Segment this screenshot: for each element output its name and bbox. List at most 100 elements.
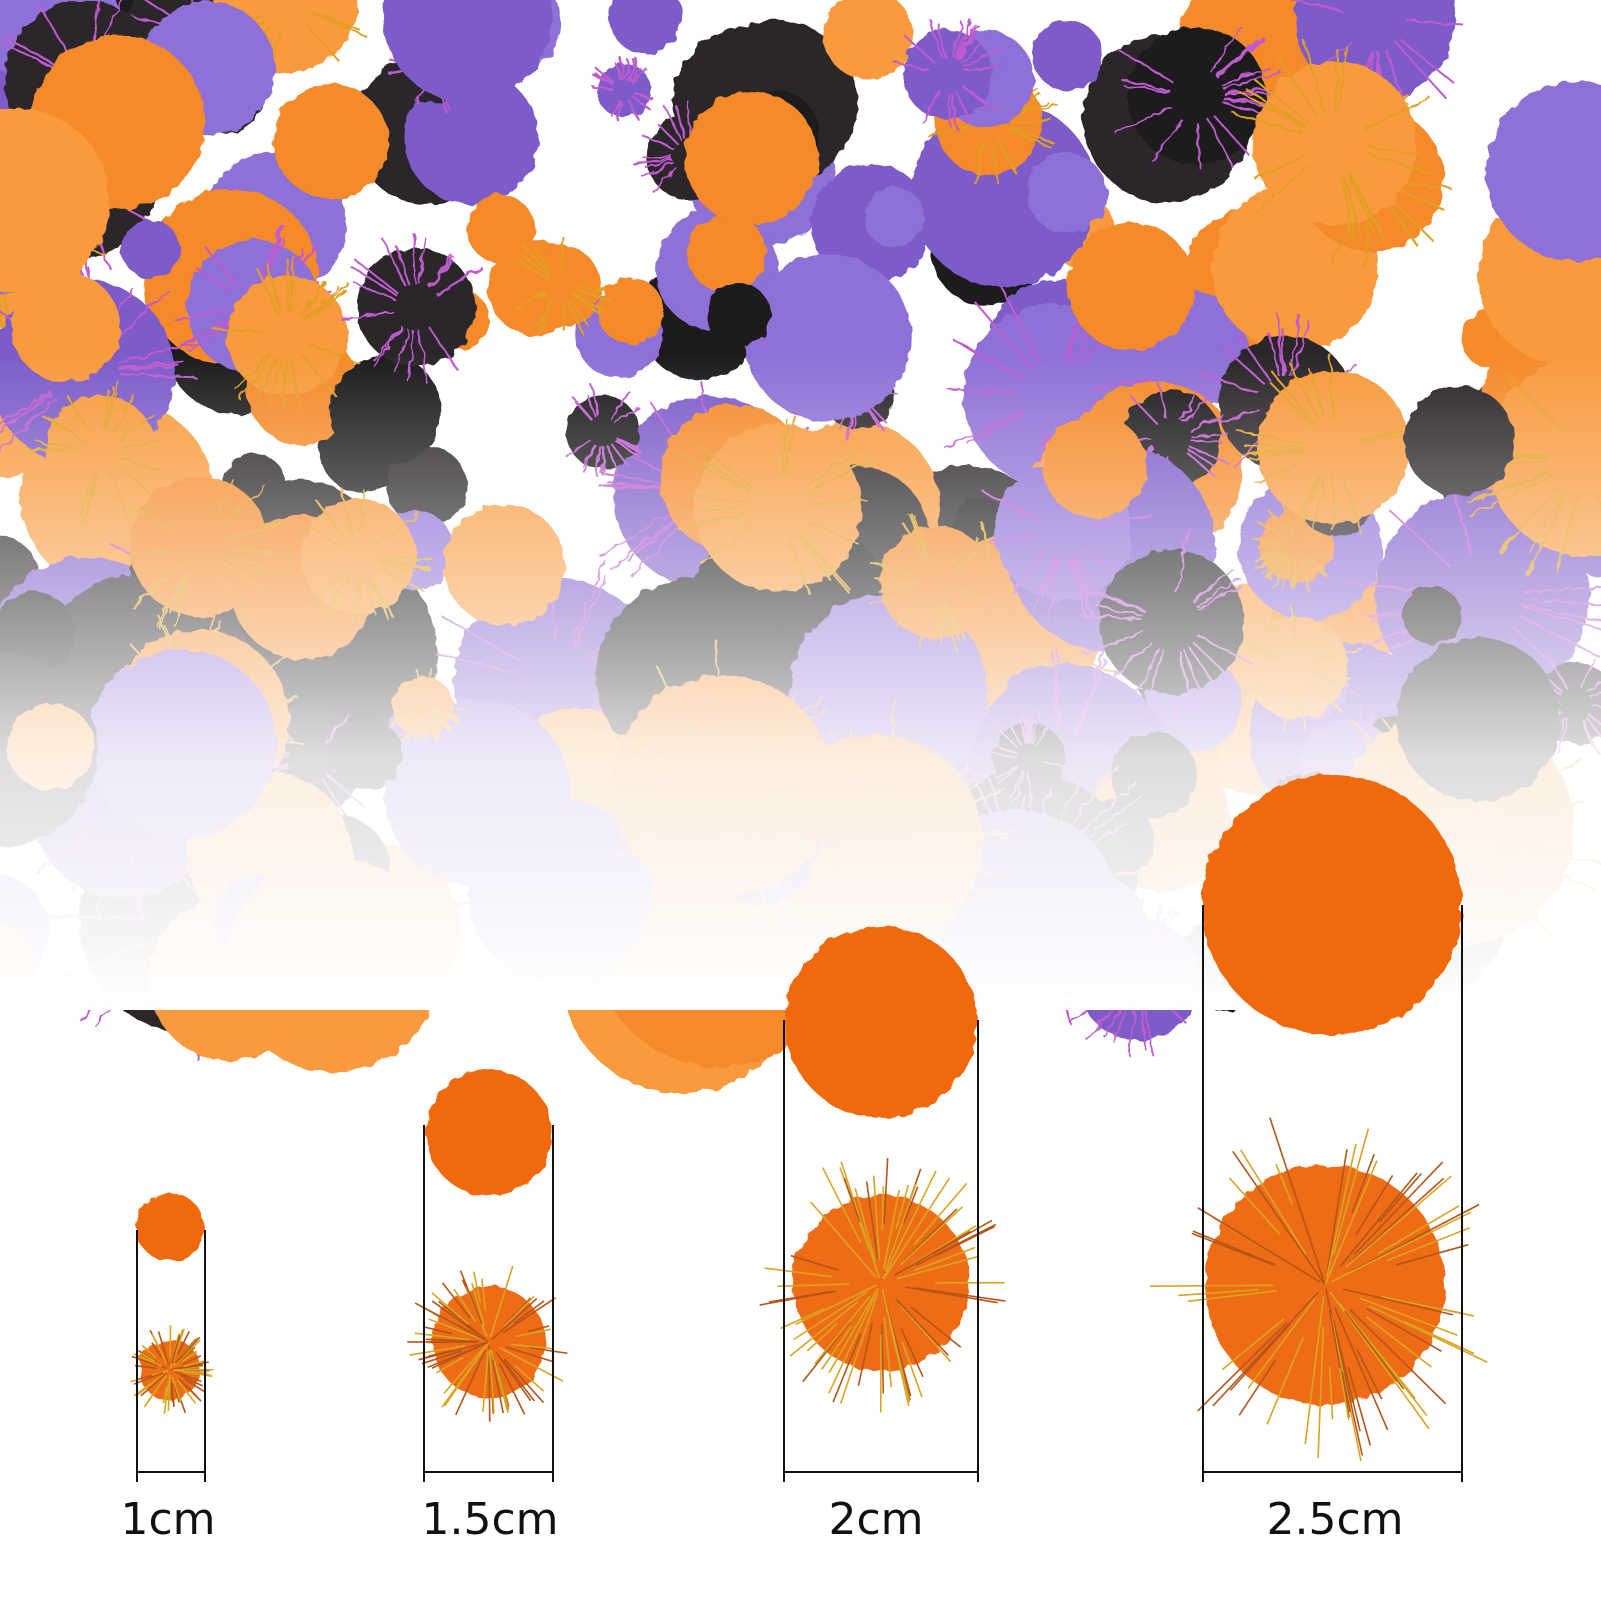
tinsel xyxy=(471,1282,486,1327)
tinsel xyxy=(170,1387,174,1403)
tinsel xyxy=(882,1189,900,1270)
tinsel xyxy=(1344,1310,1405,1390)
tinsel xyxy=(177,1379,197,1404)
tinsel xyxy=(914,1287,1006,1302)
tinsel xyxy=(181,1350,198,1363)
tinsel xyxy=(428,1350,452,1357)
tinsel xyxy=(170,1363,204,1371)
tinsel xyxy=(1352,1203,1480,1272)
glitter-pompom xyxy=(1150,1117,1488,1462)
tinsel xyxy=(913,1246,976,1272)
tinsel xyxy=(1142,1003,1155,1057)
tinsel xyxy=(1351,1153,1375,1214)
tinsel xyxy=(151,1333,168,1365)
tinsel xyxy=(1332,1128,1370,1255)
tinsel xyxy=(913,1182,968,1245)
tinsel xyxy=(443,1346,485,1394)
tinsel xyxy=(481,1278,487,1311)
tinsel xyxy=(790,1254,839,1271)
tinsel xyxy=(1343,1288,1454,1316)
tinsel xyxy=(133,1372,164,1385)
tinsel xyxy=(821,1167,862,1244)
tinsel xyxy=(1304,1296,1325,1445)
tinsel xyxy=(505,1346,555,1363)
tinsel xyxy=(172,1328,185,1362)
tinsel xyxy=(157,1331,170,1365)
tinsel xyxy=(495,1351,532,1402)
tinsel xyxy=(134,1364,157,1370)
tinsel xyxy=(1229,1324,1290,1391)
tinsel xyxy=(857,1323,873,1386)
tinsel xyxy=(884,1183,917,1272)
tinsel xyxy=(1349,1309,1447,1405)
tinsel xyxy=(503,1358,545,1404)
tinsel xyxy=(178,1336,201,1361)
tinsel xyxy=(133,1352,163,1368)
tinsel xyxy=(178,1378,202,1402)
tinsel xyxy=(414,1302,482,1339)
tinsel xyxy=(881,1186,885,1231)
tinsel xyxy=(431,1292,470,1325)
tinsel xyxy=(1221,1318,1285,1371)
tinsel xyxy=(513,1300,545,1325)
tinsel xyxy=(1339,1172,1418,1268)
solid-pompom xyxy=(136,1193,204,1261)
size-label: 1.5cm xyxy=(421,1494,558,1545)
tinsel xyxy=(1317,1326,1325,1458)
tinsel xyxy=(1378,1172,1422,1223)
tinsel xyxy=(832,1333,862,1403)
size-1-5cm: 1.5cm xyxy=(421,1125,559,1545)
tinsel xyxy=(1197,1207,1321,1283)
tinsel xyxy=(1324,1160,1378,1286)
tinsel xyxy=(422,1325,453,1335)
tinsel xyxy=(1356,1348,1383,1400)
tinsel xyxy=(527,1325,550,1333)
tinsel xyxy=(896,1255,980,1280)
tinsel xyxy=(428,1318,490,1343)
tinsel xyxy=(167,1374,171,1412)
tinsel xyxy=(806,1322,838,1352)
tinsel xyxy=(1333,1307,1389,1431)
tinsel xyxy=(141,1344,158,1359)
size-samples xyxy=(130,775,1488,1462)
solid-pompom xyxy=(426,1070,552,1196)
tinsel xyxy=(1338,1367,1350,1421)
tinsel xyxy=(453,1288,477,1323)
tinsel xyxy=(1345,1175,1452,1268)
tinsel xyxy=(1365,1316,1432,1368)
tinsel xyxy=(1238,1359,1277,1416)
solid-pompom xyxy=(1202,775,1462,1035)
tinsel xyxy=(140,1372,168,1397)
tinsel xyxy=(171,1335,181,1364)
tinsel xyxy=(1228,1177,1281,1235)
tinsel xyxy=(795,1284,878,1326)
tinsel xyxy=(872,1175,881,1260)
tinsel xyxy=(895,1184,910,1230)
tinsel xyxy=(177,1331,190,1355)
tinsel xyxy=(510,1343,554,1350)
tinsel xyxy=(459,1270,483,1325)
tinsel xyxy=(1395,1243,1469,1266)
tinsel xyxy=(1247,1298,1316,1389)
tinsel xyxy=(1359,1297,1458,1336)
tinsel xyxy=(881,1324,885,1394)
tinsel xyxy=(174,1371,202,1383)
tinsel xyxy=(1347,1366,1372,1446)
tinsel xyxy=(895,1299,949,1356)
tinsel xyxy=(1197,1322,1288,1412)
tinsel xyxy=(184,1378,206,1393)
tinsel xyxy=(472,1271,482,1304)
tinsel xyxy=(162,1386,168,1404)
tinsel xyxy=(444,1341,490,1407)
tinsel xyxy=(1275,1164,1294,1205)
tinsel xyxy=(839,1291,879,1404)
tinsel xyxy=(1386,1227,1471,1262)
tinsel xyxy=(882,1170,937,1280)
tinsel xyxy=(1139,1003,1146,1050)
tinsel xyxy=(828,1287,879,1374)
tinsel xyxy=(1355,1174,1394,1236)
tinsel xyxy=(482,1351,489,1413)
tinsel xyxy=(764,1267,833,1278)
tinsel xyxy=(1232,1150,1326,1285)
